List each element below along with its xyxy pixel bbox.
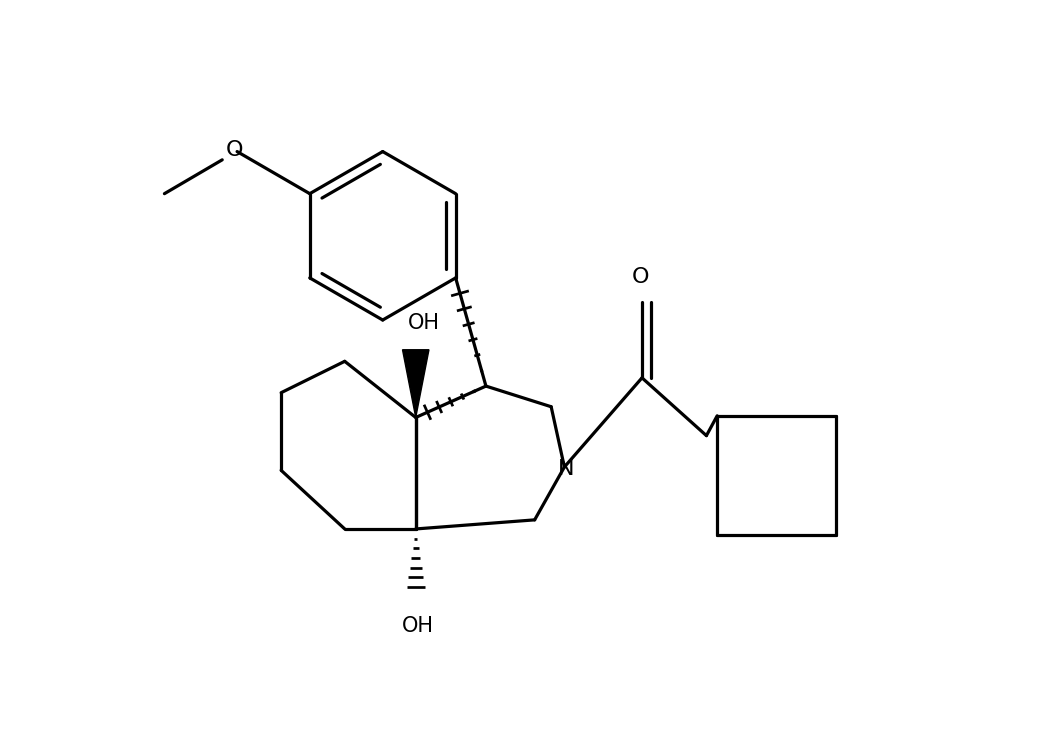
Polygon shape: [402, 350, 428, 417]
Text: N: N: [557, 460, 574, 480]
Text: O: O: [226, 140, 243, 160]
Text: OH: OH: [408, 312, 440, 332]
Text: OH: OH: [401, 616, 434, 636]
Text: O: O: [631, 267, 649, 287]
